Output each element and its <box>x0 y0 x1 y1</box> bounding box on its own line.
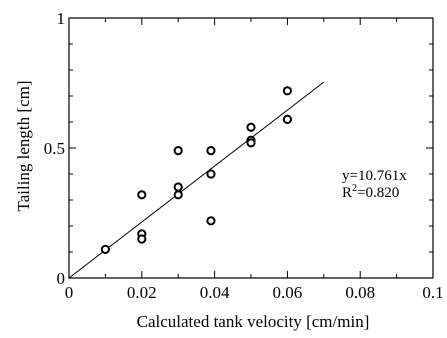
fit-equation: y=10.761x <box>342 168 407 184</box>
x-tick-label: 0.08 <box>345 283 375 302</box>
data-point <box>173 182 183 192</box>
plot-frame <box>68 17 434 279</box>
r-squared-value: =0.820 <box>357 185 399 201</box>
data-points <box>100 86 292 254</box>
data-point <box>137 234 147 244</box>
r-squared-symbol: R <box>342 185 352 201</box>
data-point <box>137 190 147 200</box>
y-axis: 00.51 <box>44 9 433 288</box>
data-point <box>100 244 111 254</box>
data-point <box>282 114 292 125</box>
y-tick-label: 0.5 <box>44 139 65 158</box>
data-point <box>173 146 183 156</box>
y-axis-title: Tailing length [cm] <box>14 81 33 212</box>
x-axis: 0 0.02 0.04 0.06 0.08 0.1 <box>65 18 444 302</box>
data-point <box>282 86 292 96</box>
data-point <box>173 190 183 200</box>
x-tick-label: 0 <box>65 283 74 302</box>
r-squared: R2=0.820 <box>342 183 399 201</box>
y-tick-label: 0 <box>57 269 66 288</box>
fit-line <box>68 81 325 279</box>
data-point <box>246 122 256 132</box>
x-tick-label: 0.04 <box>200 283 230 302</box>
data-point <box>206 146 216 156</box>
r-squared-superscript: 2 <box>352 183 357 194</box>
data-point <box>246 138 256 148</box>
y-tick-label: 1 <box>57 9 66 28</box>
data-point <box>206 216 216 226</box>
plot-border <box>68 17 434 279</box>
data-point <box>206 169 216 179</box>
x-tick-label: 0.1 <box>422 283 443 302</box>
fit-line-layer <box>68 81 325 279</box>
x-tick-label: 0.06 <box>273 283 303 302</box>
x-axis-title: Calculated tank velocity [cm/min] <box>137 312 370 331</box>
x-tick-label: 0.02 <box>127 283 157 302</box>
